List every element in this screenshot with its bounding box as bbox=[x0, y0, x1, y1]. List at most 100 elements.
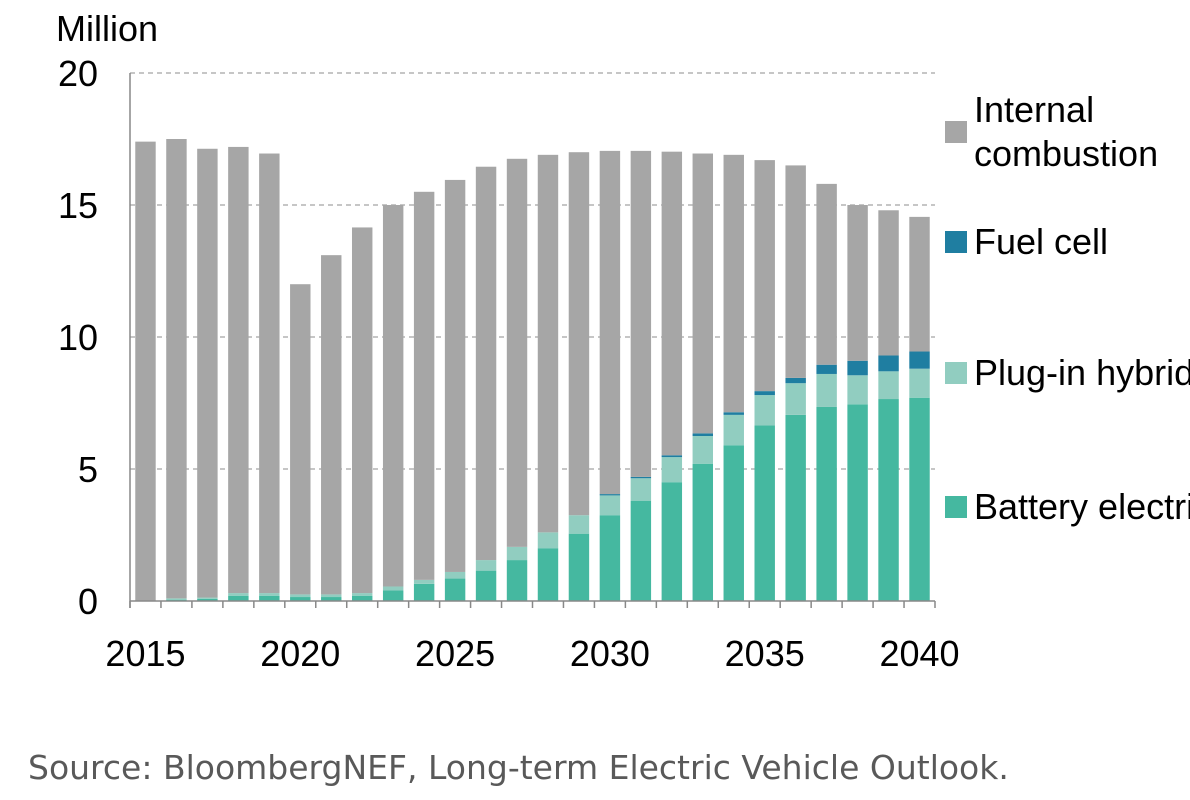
stacked-bar-chart: Million 0 5 10 15 20 2015 2020 2025 2030 2035 204… bbox=[56, 8, 1190, 674]
legend-label: Internal combustion bbox=[974, 89, 1158, 174]
bar-segment bbox=[599, 494, 621, 496]
bar-segment bbox=[197, 598, 218, 601]
bar-segment bbox=[785, 165, 806, 378]
bar-segment bbox=[754, 395, 775, 426]
bar-segment bbox=[382, 205, 404, 587]
bar-segment bbox=[630, 478, 652, 501]
bar-segment bbox=[475, 166, 497, 561]
bar-segment bbox=[382, 590, 404, 601]
bar-segment bbox=[475, 560, 497, 571]
legend-swatch bbox=[945, 362, 967, 384]
bar-segment bbox=[847, 375, 868, 405]
y-tick-label: 0 bbox=[78, 581, 98, 622]
x-tick-label: 2030 bbox=[570, 633, 650, 674]
legend-label: Fuel cell bbox=[974, 221, 1108, 262]
bar-segment bbox=[692, 436, 714, 464]
bar-segment bbox=[847, 360, 868, 376]
bar-segment bbox=[259, 595, 280, 601]
y-tick-label: 15 bbox=[58, 185, 98, 226]
x-tick-label: 2020 bbox=[260, 633, 340, 674]
bar-segment bbox=[599, 150, 621, 495]
bar-segment bbox=[228, 595, 249, 601]
gridlines bbox=[130, 72, 935, 470]
bar-segment bbox=[228, 146, 249, 594]
bar-segment bbox=[878, 399, 899, 601]
bar-segment bbox=[723, 445, 744, 601]
bar-segment bbox=[909, 368, 930, 398]
bar-segment bbox=[754, 391, 775, 396]
bar-segment bbox=[351, 595, 373, 601]
y-tick-label: 5 bbox=[78, 449, 98, 490]
bar-segment bbox=[816, 373, 837, 407]
bar-segment bbox=[382, 586, 404, 591]
bar-segment bbox=[723, 154, 744, 413]
bar-segment bbox=[321, 594, 342, 598]
bar-segment bbox=[568, 515, 590, 534]
bar-segment bbox=[692, 153, 714, 434]
bar-segment bbox=[568, 152, 590, 516]
y-axis-unit-label: Million bbox=[56, 8, 158, 49]
legend-swatch bbox=[945, 231, 967, 253]
bar-segment bbox=[661, 151, 683, 456]
bar-segment bbox=[290, 284, 311, 595]
legend-label: Plug-in hybrid bbox=[974, 352, 1190, 393]
bar-segment bbox=[444, 179, 466, 572]
bar-segment bbox=[290, 594, 311, 598]
legend-swatch bbox=[945, 121, 967, 143]
bar-segment bbox=[290, 597, 311, 601]
bar-segment bbox=[321, 255, 342, 595]
bar-segment bbox=[785, 377, 806, 384]
bar-segment bbox=[661, 482, 683, 601]
bar-segment bbox=[506, 560, 528, 601]
bar-segment bbox=[878, 210, 899, 356]
bar-segment bbox=[321, 597, 342, 601]
bar-segment bbox=[197, 597, 218, 599]
bar-segment bbox=[351, 227, 373, 594]
bar-segment bbox=[878, 355, 899, 372]
bar-segment bbox=[444, 578, 466, 601]
bar-segment bbox=[568, 533, 590, 601]
source-note: Source: BloombergNEF, Long-term Electric… bbox=[28, 748, 1009, 787]
x-tick-label: 2025 bbox=[415, 633, 495, 674]
bar-segment bbox=[723, 414, 744, 446]
bar-segment bbox=[506, 546, 528, 561]
bar-segment bbox=[259, 153, 280, 594]
bar-segment bbox=[444, 571, 466, 579]
x-tick-labels: 2015 2020 2025 2030 2035 2040 bbox=[105, 633, 959, 674]
bar-segment bbox=[909, 216, 930, 352]
bar-segment bbox=[816, 364, 837, 374]
bar-segment bbox=[475, 570, 497, 601]
legend-swatch bbox=[945, 496, 967, 518]
bar-segment bbox=[785, 414, 806, 601]
bar-segment bbox=[197, 148, 218, 598]
bars-layer bbox=[135, 139, 930, 601]
bar-segment bbox=[599, 515, 621, 601]
bar-segment bbox=[259, 593, 280, 596]
y-tick-labels: 0 5 10 15 20 bbox=[58, 53, 98, 622]
x-tick-label: 2035 bbox=[725, 633, 805, 674]
bar-segment bbox=[166, 598, 187, 600]
bar-segment bbox=[847, 404, 868, 601]
y-tick-label: 10 bbox=[58, 317, 98, 358]
legend: Internal combustion Fuel cell Plug-in hybri… bbox=[945, 89, 1190, 527]
bar-segment bbox=[413, 579, 435, 584]
bar-segment bbox=[816, 183, 837, 365]
bar-segment bbox=[351, 593, 373, 596]
bar-segment bbox=[537, 532, 559, 549]
bar-segment bbox=[413, 583, 435, 601]
bar-segment bbox=[135, 141, 156, 601]
bar-segment bbox=[723, 412, 744, 415]
bar-segment bbox=[630, 150, 652, 477]
bar-segment bbox=[785, 383, 806, 415]
x-tick-label: 2015 bbox=[105, 633, 185, 674]
bar-segment bbox=[692, 463, 714, 601]
bar-segment bbox=[630, 500, 652, 601]
bar-segment bbox=[909, 351, 930, 369]
bar-segment bbox=[909, 397, 930, 601]
x-tick-label: 2040 bbox=[879, 633, 959, 674]
legend-label: Battery electric bbox=[974, 486, 1190, 527]
bar-segment bbox=[754, 160, 775, 392]
bar-segment bbox=[166, 139, 187, 599]
axes bbox=[129, 73, 936, 608]
bar-segment bbox=[228, 593, 249, 596]
